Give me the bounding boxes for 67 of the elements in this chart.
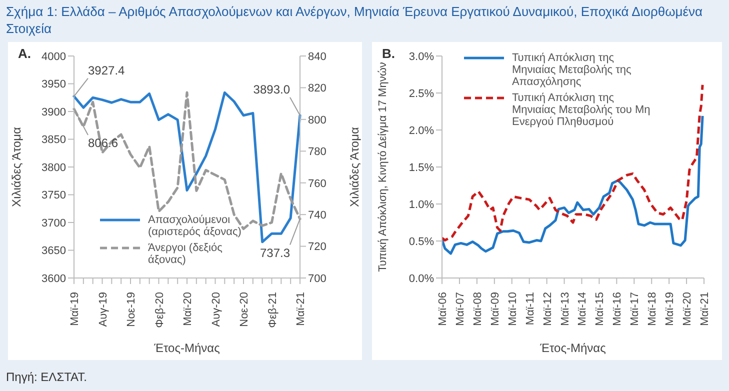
x-tick-label: Μαϊ-09: [489, 292, 502, 326]
x-tick-label: Μαϊ-17: [629, 292, 642, 326]
y-tick-label: 0.5%: [408, 236, 434, 248]
x-tick-label: Μαϊ-18: [646, 292, 659, 326]
x-tick-label: Φεβ-20: [154, 292, 166, 328]
x-tick-label: Μαϊ-08: [472, 292, 484, 326]
y-tick-label: 2.5%: [408, 88, 434, 100]
x-tick-label: Μαϊ-20: [682, 292, 694, 326]
x-tick-label: Νοε-19: [126, 292, 138, 327]
data-label: 3893.0: [253, 82, 290, 96]
y2-tick-label: 800: [308, 114, 326, 126]
chart-subtitle: A.: [18, 46, 31, 61]
chart-title: B.: [382, 46, 395, 61]
y2-axis-title: Χιλιάδες Άτομα: [347, 127, 362, 207]
y-tick-label: 1.0%: [408, 198, 434, 211]
x-axis-title: Έτος-Μήνας: [153, 341, 220, 355]
line-series: [442, 114, 704, 255]
y-tick-label: 3900: [42, 106, 66, 118]
x-tick-label: Μαϊ-21: [295, 292, 307, 326]
y2-tick-label: 720: [308, 241, 326, 254]
y-tick-label: 3600: [42, 272, 66, 285]
y2-tick-label: 780: [308, 146, 326, 158]
y2-tick-label: 740: [308, 209, 326, 222]
data-label: 3927.4: [88, 63, 126, 78]
y-tick-label: 3950: [42, 78, 66, 91]
text: Σχήμα 1: Ελλάδα – Αριθμός Απασχολούμενων και Ανέργων, Μηνιαία Έρευνα Εργατικού Δυναμικού, Εποχικά Διορθωμένα Στοιχεία: [6, 3, 704, 37]
x-tick-label: Μαϊ-14: [576, 292, 589, 326]
y-axis-title: Τυπική Απόκλιση, Κινητό Δείγμα 17 Μηνών: [376, 62, 389, 272]
y2-tick-label: 760: [308, 178, 326, 190]
legend-label: Τυπική Απόκλιση της Μηνιαίας Μεταβολής του Μη Ενεργού Πληθυσμού: [512, 92, 652, 128]
y-tick-label: 0.0%: [408, 272, 434, 285]
x-tick-label: Μαϊ-13: [559, 292, 572, 326]
y-tick-label: 3750: [42, 190, 66, 202]
x-tick-label: Μαϊ-11: [524, 292, 536, 326]
legend-label: Άνεργοι (δεξιός άξονας): [148, 242, 224, 266]
x-tick-label: Μαϊ-19: [69, 292, 81, 326]
x-tick-label: Νοε-20: [238, 292, 250, 327]
data-label: 737.3: [260, 246, 290, 260]
x-tick-label: Μαϊ-20: [182, 292, 194, 326]
legend-label: Απασχολούμενοι (αριστερός άξονας): [148, 214, 242, 238]
x-tick-label: Μαϊ-21: [699, 292, 711, 326]
y-tick-label: 3800: [42, 162, 66, 174]
x-tick-label: Μαϊ-16: [612, 292, 624, 326]
x-tick-label: Μαϊ-10: [506, 292, 519, 326]
x-tick-label: Μαϊ-07: [454, 292, 466, 326]
y-tick-label: 3700: [42, 217, 66, 230]
y-tick-label: 3650: [42, 245, 66, 258]
y-tick-label: 3.0%: [408, 50, 434, 63]
data-label: 806.6: [88, 136, 118, 150]
x-tick-label: Αυγ-19: [97, 292, 110, 327]
x-tick-label: Μαϊ-15: [594, 292, 606, 326]
y-tick-label: 4000: [42, 50, 66, 63]
y2-tick-label: 700: [308, 272, 326, 285]
y-tick-label: 2.0%: [408, 124, 434, 137]
x-axis-title: Έτος-Μήνας: [539, 341, 606, 355]
text: Πηγή: ΕΛΣΤΑΤ.: [6, 370, 88, 384]
y-axis-title: Χιλιάδες Άτομα: [9, 127, 24, 207]
x-tick-label: Φεβ-21: [266, 292, 279, 328]
x-tick-label: Αυγ-20: [210, 292, 222, 327]
x-tick-label: Μαϊ-06: [437, 292, 449, 326]
x-tick-label: Μαϊ-12: [542, 292, 554, 326]
y2-tick-label: 840: [308, 50, 326, 63]
y-tick-label: 1.5%: [408, 162, 434, 174]
legend-label: Τυπική Απόκλιση της Μηνιαίας Μεταβολής της Απασχόλησης: [512, 52, 632, 88]
y2-tick-label: 820: [308, 82, 326, 95]
y-tick-label: 3850: [42, 134, 66, 146]
x-tick-label: Μαϊ-19: [664, 292, 676, 326]
